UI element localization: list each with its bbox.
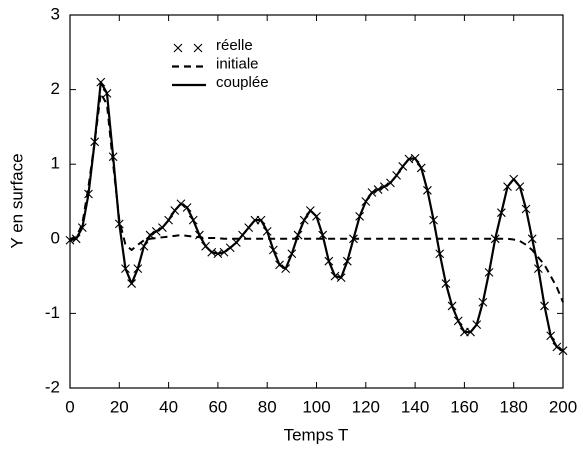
x-tick-label: 60 xyxy=(208,397,227,416)
x-tick-label: 100 xyxy=(302,397,330,416)
y-tick-label: -1 xyxy=(45,303,60,322)
y-tick-label: 2 xyxy=(51,79,60,98)
x-tick-label: 20 xyxy=(110,397,129,416)
y-tick-label: 3 xyxy=(51,4,60,23)
legend-marker xyxy=(173,43,183,53)
x-tick-label: 180 xyxy=(500,397,528,416)
legend-marker xyxy=(193,43,203,53)
x-tick-label: 140 xyxy=(401,397,429,416)
x-tick-label: 80 xyxy=(258,397,277,416)
x-tick-label: 40 xyxy=(159,397,178,416)
y-tick-label: 1 xyxy=(51,154,60,173)
legend-label: réelle xyxy=(216,37,253,54)
y-axis-label: Y en surface xyxy=(7,153,26,248)
legend-label: couplée xyxy=(216,74,269,91)
series-line xyxy=(69,92,564,303)
legend-label: initiale xyxy=(216,55,259,72)
y-tick-label: 0 xyxy=(51,228,60,247)
y-tick-label: -2 xyxy=(45,377,60,396)
x-tick-label: 0 xyxy=(65,397,74,416)
x-tick-label: 120 xyxy=(352,397,380,416)
x-tick-label: 160 xyxy=(450,397,478,416)
x-tick-label: 200 xyxy=(549,397,577,416)
series-line xyxy=(69,81,564,352)
plot-frame xyxy=(69,14,564,389)
x-axis-label: Temps T xyxy=(284,425,349,444)
